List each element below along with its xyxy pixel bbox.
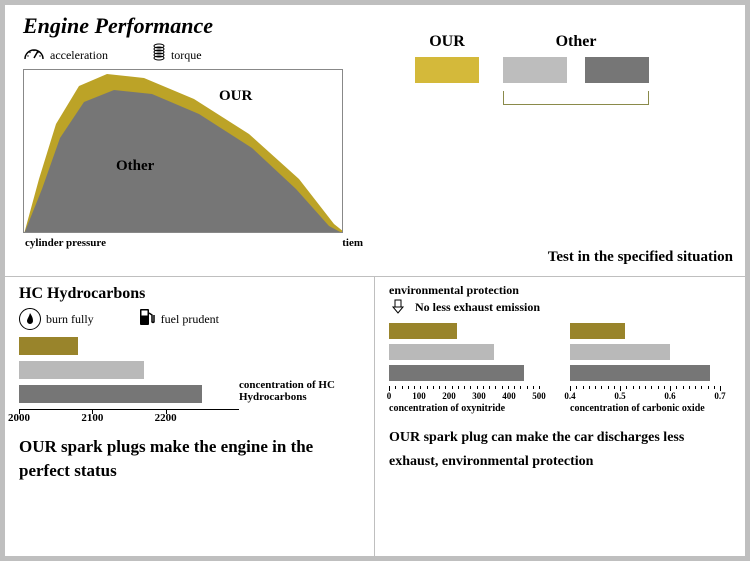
legend-our: OUR	[415, 33, 479, 83]
legend-panel: OUR Other Test in the specified situatio…	[375, 5, 745, 276]
ruler-axis: 0100200300400500	[389, 386, 539, 402]
performance-area-chart: OUR Other	[23, 69, 343, 233]
burn-label: burn fully	[46, 312, 94, 327]
torque-label: torque	[171, 48, 202, 63]
bar	[19, 337, 78, 355]
env-heading: environmental protection	[389, 283, 733, 298]
hydrocarbons-panel: HC Hydrocarbons burn fully	[5, 277, 375, 556]
fuel-pump-icon	[138, 307, 156, 331]
legend-other: Other	[503, 33, 649, 105]
environment-panel: environmental protection No less exhaust…	[375, 277, 745, 556]
legend-our-label: OUR	[429, 33, 465, 51]
ruler-axis: 0.40.50.60.7	[570, 386, 720, 402]
spring-icon	[152, 43, 166, 67]
flame-icon	[19, 308, 41, 330]
bar	[389, 344, 494, 360]
conclusion-text: OUR spark plugs make the engine in the p…	[19, 435, 362, 483]
carbonic-oxide-chart: 0.40.50.60.7concentration of carbonic ox…	[570, 323, 733, 414]
bar	[19, 385, 202, 403]
bar	[389, 323, 457, 339]
acceleration-label: acceleration	[50, 48, 108, 63]
chart-caption: concentration of oxynitride	[389, 403, 552, 414]
torque-item: torque	[152, 43, 202, 67]
bar	[389, 365, 524, 381]
x-axis-label: tiem	[342, 237, 363, 249]
env-subheading: No less exhaust emission	[415, 300, 733, 315]
infographic-frame: Engine Performance acceleration	[0, 0, 750, 561]
acceleration-item: acceleration	[23, 45, 108, 65]
swatch-other-1	[503, 57, 567, 83]
fuel-item: fuel prudent	[138, 307, 219, 331]
top-row: Engine Performance acceleration	[5, 5, 745, 277]
engine-performance-panel: Engine Performance acceleration	[5, 5, 375, 276]
x-axis: 200021002200	[19, 409, 239, 421]
chart-label-our: OUR	[219, 88, 252, 105]
legend-row: OUR Other	[415, 33, 727, 105]
bar	[570, 344, 670, 360]
bar	[570, 365, 710, 381]
burn-item: burn fully	[19, 308, 94, 330]
chart-label-other: Other	[116, 158, 154, 175]
bar	[19, 361, 144, 379]
bottom-row: HC Hydrocarbons burn fully	[5, 277, 745, 556]
oxynitride-chart: 0100200300400500concentration of oxynitr…	[389, 323, 552, 414]
hc-bar-chart: 200021002200concentration of HC Hydrocar…	[19, 337, 239, 421]
arrow-down-icon	[391, 299, 405, 320]
legend-other-label: Other	[556, 33, 597, 51]
panel-title: HC Hydrocarbons	[19, 285, 362, 303]
icon-row: burn fully fuel prudent	[19, 307, 362, 331]
bar	[570, 323, 625, 339]
conclusion-text: OUR spark plug can make the car discharg…	[389, 426, 733, 474]
test-caption: Test in the specified situation	[548, 249, 733, 266]
swatch-our	[415, 57, 479, 83]
chart-caption: concentration of HC Hydrocarbons	[239, 379, 359, 403]
icon-row: acceleration torque	[23, 43, 365, 67]
swatch-other-2	[585, 57, 649, 83]
y-axis-label: cylinder pressure	[25, 237, 106, 249]
panel-title: Engine Performance	[23, 13, 365, 39]
fuel-label: fuel prudent	[161, 312, 219, 327]
chart-caption: concentration of carbonic oxide	[570, 403, 733, 414]
gauge-icon	[23, 45, 45, 65]
dual-charts: 0100200300400500concentration of oxynitr…	[389, 323, 733, 414]
bracket-icon	[503, 91, 649, 105]
